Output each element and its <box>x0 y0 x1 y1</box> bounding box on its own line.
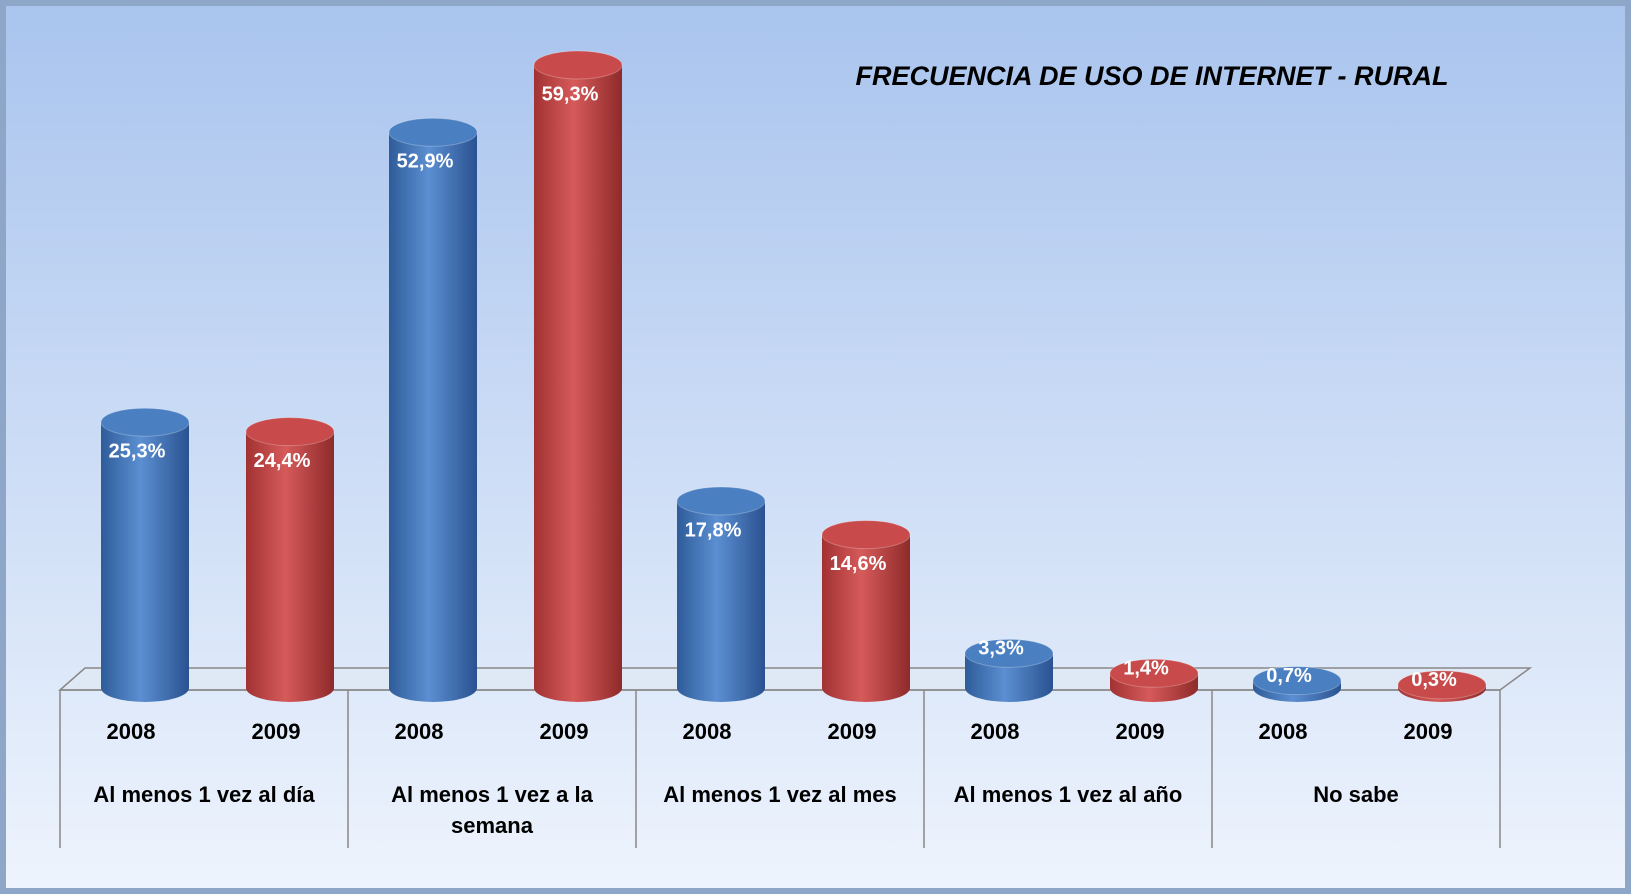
value-label: 59,3% <box>542 83 599 105</box>
x-tick-label: 2008 <box>395 719 444 744</box>
value-label: 17,8% <box>685 519 742 541</box>
value-label: 0,7% <box>1266 665 1312 687</box>
bar-top <box>1397 670 1487 700</box>
bar-top <box>533 50 623 80</box>
x-tick-label: 2009 <box>540 719 589 744</box>
chart-title: FRECUENCIA DE USO DE INTERNET - RURAL <box>855 61 1448 91</box>
x-tick-label: 2009 <box>1116 719 1165 744</box>
x-tick-label: 2008 <box>107 719 156 744</box>
x-tick-label: 2008 <box>1259 719 1308 744</box>
bar-top <box>245 417 335 447</box>
category-label: Al menos 1 vez al mes <box>663 782 897 807</box>
bar-top <box>1252 666 1342 696</box>
category-label: Al menos 1 vez al año <box>953 782 1183 807</box>
bar-top <box>1109 658 1199 688</box>
x-tick-label: 2009 <box>252 719 301 744</box>
bar <box>534 65 622 688</box>
x-tick-label: 2009 <box>1404 719 1453 744</box>
bar <box>101 422 189 688</box>
bar-top <box>821 520 911 550</box>
x-tick-label: 2008 <box>683 719 732 744</box>
bar-top <box>964 638 1054 668</box>
bar <box>677 500 765 688</box>
bar-top <box>676 486 766 516</box>
value-label: 25,3% <box>109 440 166 462</box>
category-label: Al menos 1 vez a la semana <box>391 782 593 838</box>
value-label: 24,4% <box>254 450 311 472</box>
category-label: Al menos 1 vez al día <box>93 782 315 807</box>
value-label: 14,6% <box>830 553 887 575</box>
bar-top <box>100 407 190 437</box>
bar-top <box>388 117 478 147</box>
category-label: No sabe <box>1313 782 1399 807</box>
bar <box>246 431 334 688</box>
bar <box>822 534 910 688</box>
value-label: 1,4% <box>1123 658 1169 680</box>
bar <box>389 132 477 688</box>
x-tick-label: 2008 <box>971 719 1020 744</box>
value-label: 3,3% <box>978 638 1024 660</box>
x-tick-label: 2009 <box>828 719 877 744</box>
value-label: 52,9% <box>397 151 454 173</box>
value-label: 0,3% <box>1411 669 1457 691</box>
